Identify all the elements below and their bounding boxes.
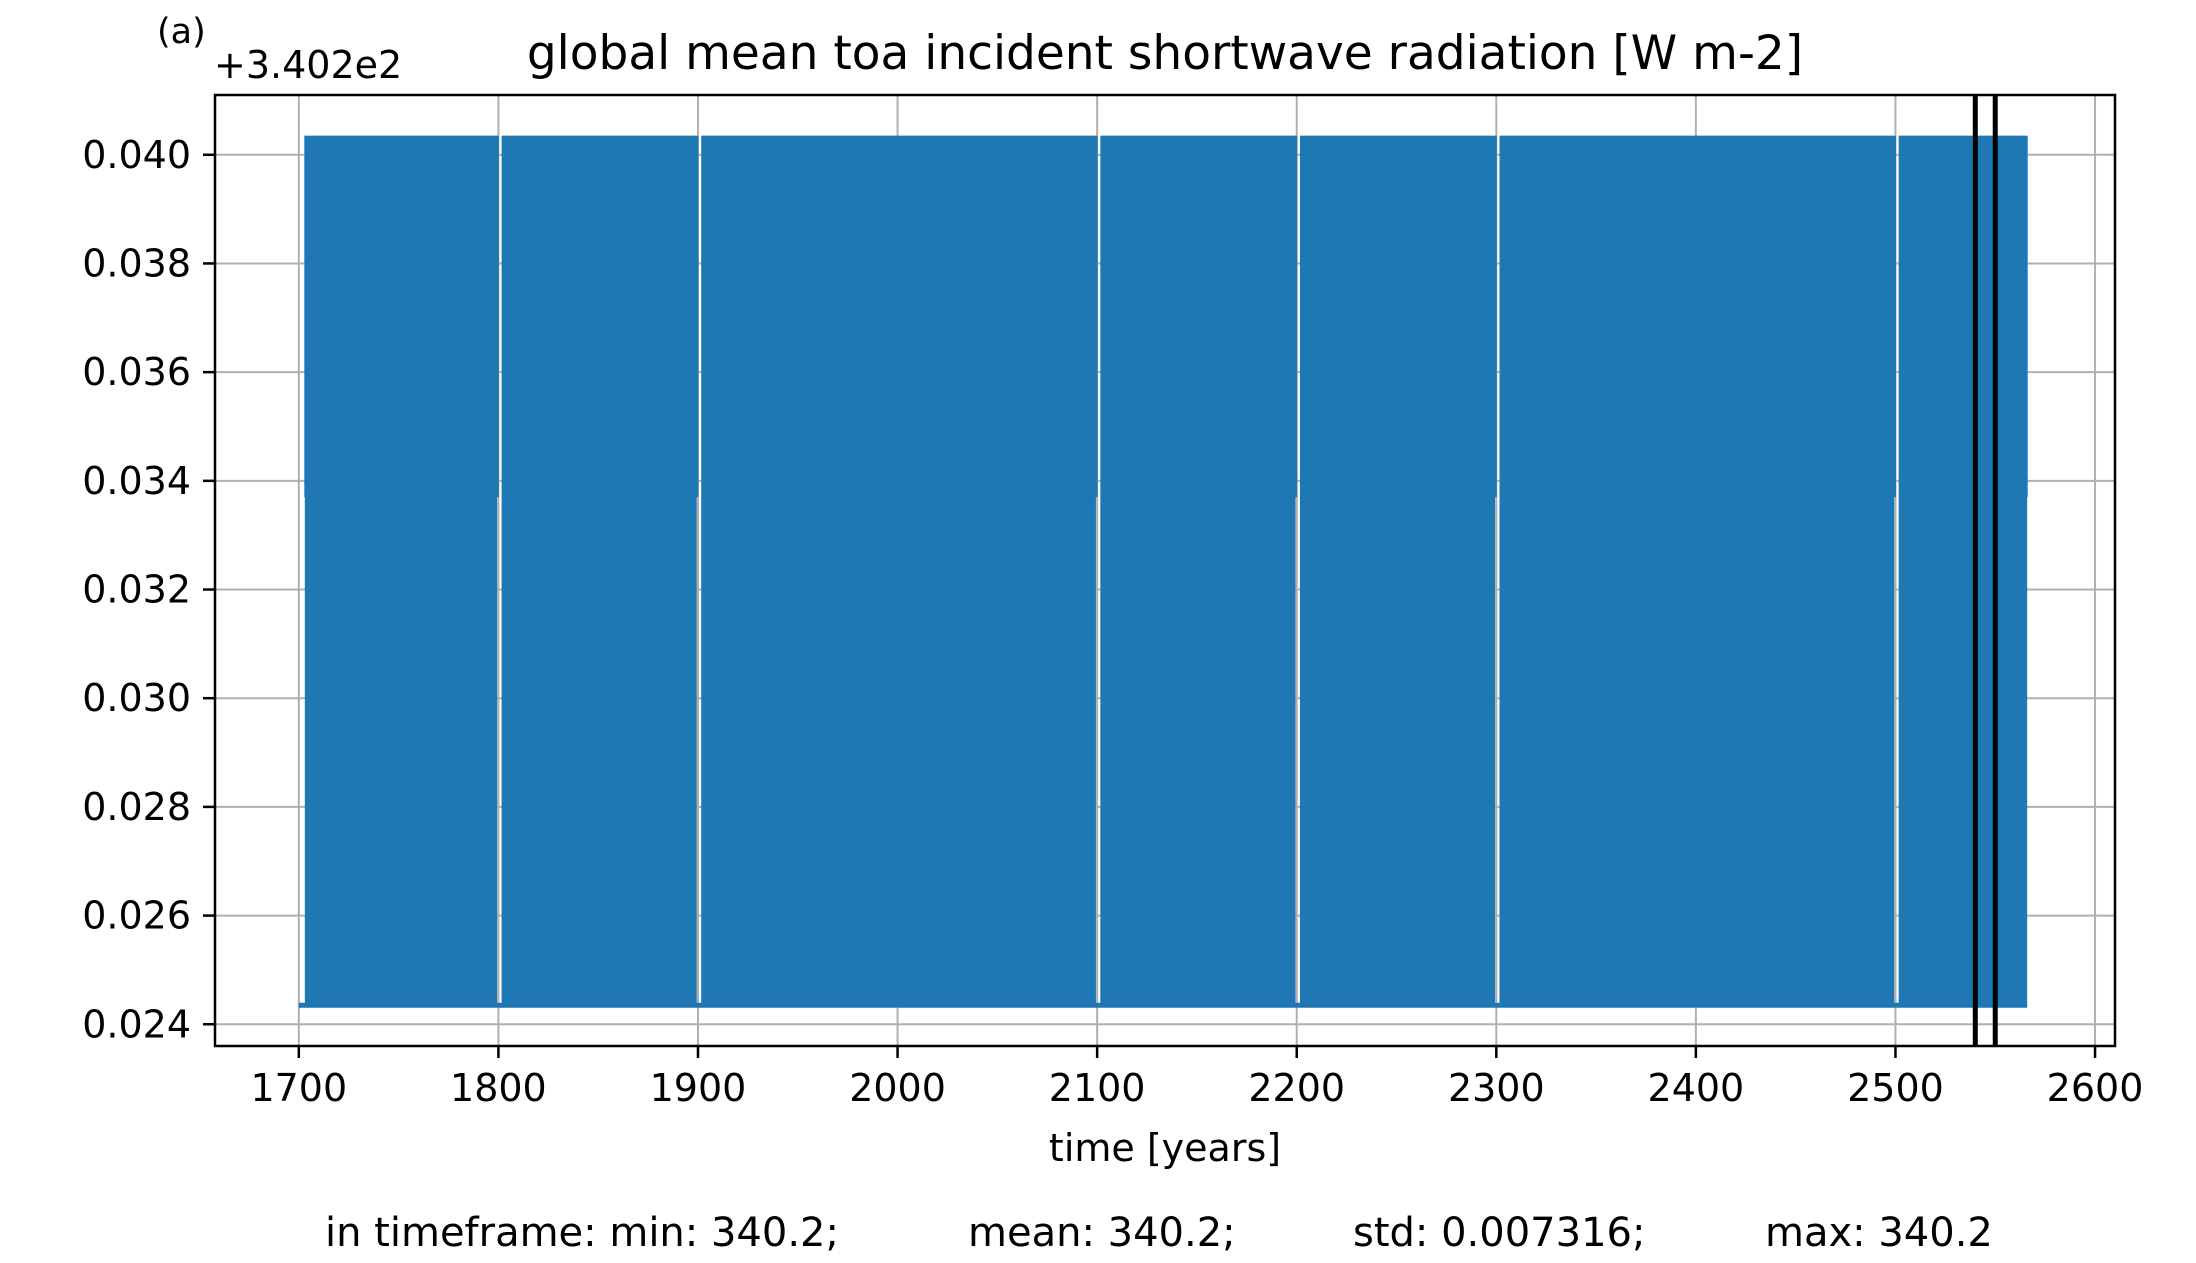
y-tick-label-4: 0.032: [82, 568, 191, 612]
series-0-spikes-3: [1100, 135, 1298, 498]
y-tick-label-5: 0.034: [82, 459, 191, 503]
y-axis: 0.024 0.026 0.028 0.030 0.032 0.034 0.036 0.038…: [82, 133, 215, 1046]
panel-label: (a): [157, 12, 206, 52]
y-tick-label-8: 0.040: [82, 133, 191, 177]
timeframe-markers: [1972, 95, 1998, 1046]
y-tick-label-6: 0.036: [82, 350, 191, 394]
x-tick-label-6: 2300: [1448, 1066, 1545, 1110]
series-0-spikes-1: [501, 135, 699, 498]
y-tick-label-0: 0.024: [82, 1002, 191, 1046]
y-tick-label-2: 0.028: [82, 785, 191, 829]
x-tick-label-5: 2200: [1248, 1066, 1345, 1110]
x-tick-label-0: 1700: [250, 1066, 347, 1110]
series-area: [298, 135, 2028, 1008]
y-tick-label-1: 0.026: [82, 894, 191, 938]
y-tick-label-3: 0.030: [82, 676, 191, 720]
series-0-spikes-0: [304, 135, 499, 498]
series-0-spikes-5: [1499, 135, 1896, 498]
x-tick-label-8: 2500: [1847, 1066, 1944, 1110]
x-tick-label-2: 1900: [650, 1066, 747, 1110]
x-tick-label-1: 1800: [450, 1066, 547, 1110]
series-0-spikes-4: [1300, 135, 1497, 498]
x-tick-label-7: 2400: [1648, 1066, 1745, 1110]
stat-max: max: 340.2: [1765, 1210, 1993, 1256]
y-tick-label-7: 0.038: [82, 241, 191, 285]
series-0-spikes-6: [1898, 135, 2028, 498]
x-tick-label-3: 2000: [849, 1066, 946, 1110]
y-offset-label: +3.402e2: [214, 43, 403, 87]
x-axis-label: time [years]: [1048, 1126, 1282, 1170]
x-axis: 1700 1800 1900 2000 2100 2200 2300 2400 2500 2600: [250, 1046, 2143, 1110]
x-tick-label-9: 2600: [2047, 1066, 2144, 1110]
stat-std: std: 0.007316;: [1353, 1210, 1646, 1256]
chart-title: global mean toa incident shortwave radia…: [526, 26, 1804, 81]
stat-mean: mean: 340.2;: [968, 1210, 1236, 1256]
stat-min: in timeframe: min: 340.2;: [325, 1210, 839, 1256]
plot-frame: [213, 93, 2117, 1048]
series-0-spikes-2: [701, 135, 1098, 498]
x-tick-label-4: 2100: [1049, 1066, 1146, 1110]
